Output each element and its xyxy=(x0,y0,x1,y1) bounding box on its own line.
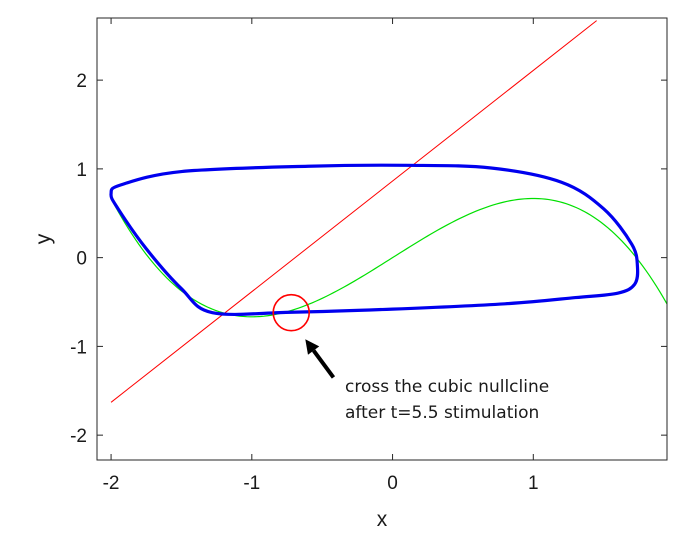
x-tick-label: -1 xyxy=(243,473,260,494)
x-axis-label: x xyxy=(377,508,388,531)
x-tick-label: 0 xyxy=(387,473,398,494)
annotation-layer: cross the cubic nullcline after t=5.5 sti… xyxy=(272,293,549,423)
y-axis-label: y xyxy=(32,233,55,244)
ticks-layer xyxy=(97,18,667,460)
annotation-text-line: cross the cubic nullcline xyxy=(345,377,549,397)
y-tick-label: -2 xyxy=(70,426,87,447)
series-layer xyxy=(109,20,667,403)
labels-layer: -2 -1 0 1 -2 -1 0 1 2 x y xyxy=(32,71,539,531)
cubic-nullcline-line xyxy=(110,197,667,318)
y-tick-label: -1 xyxy=(70,337,87,358)
annotation-arrow-head xyxy=(305,339,320,355)
annotation-arrow-shaft xyxy=(311,349,336,379)
y-tick-label: 1 xyxy=(76,160,87,181)
plot-frame xyxy=(96,17,668,461)
y-tick-label: 0 xyxy=(76,249,87,270)
annotation-text-line: after t=5.5 stimulation xyxy=(345,403,539,423)
plot-area xyxy=(109,20,667,403)
x-tick-label: 1 xyxy=(528,473,539,494)
limit-cycle-line xyxy=(109,163,640,317)
linear-nullcline-line xyxy=(110,20,597,403)
x-tick-label: -2 xyxy=(103,473,120,494)
y-tick-label: 2 xyxy=(76,71,87,92)
crossing-marker-circle xyxy=(272,293,311,332)
